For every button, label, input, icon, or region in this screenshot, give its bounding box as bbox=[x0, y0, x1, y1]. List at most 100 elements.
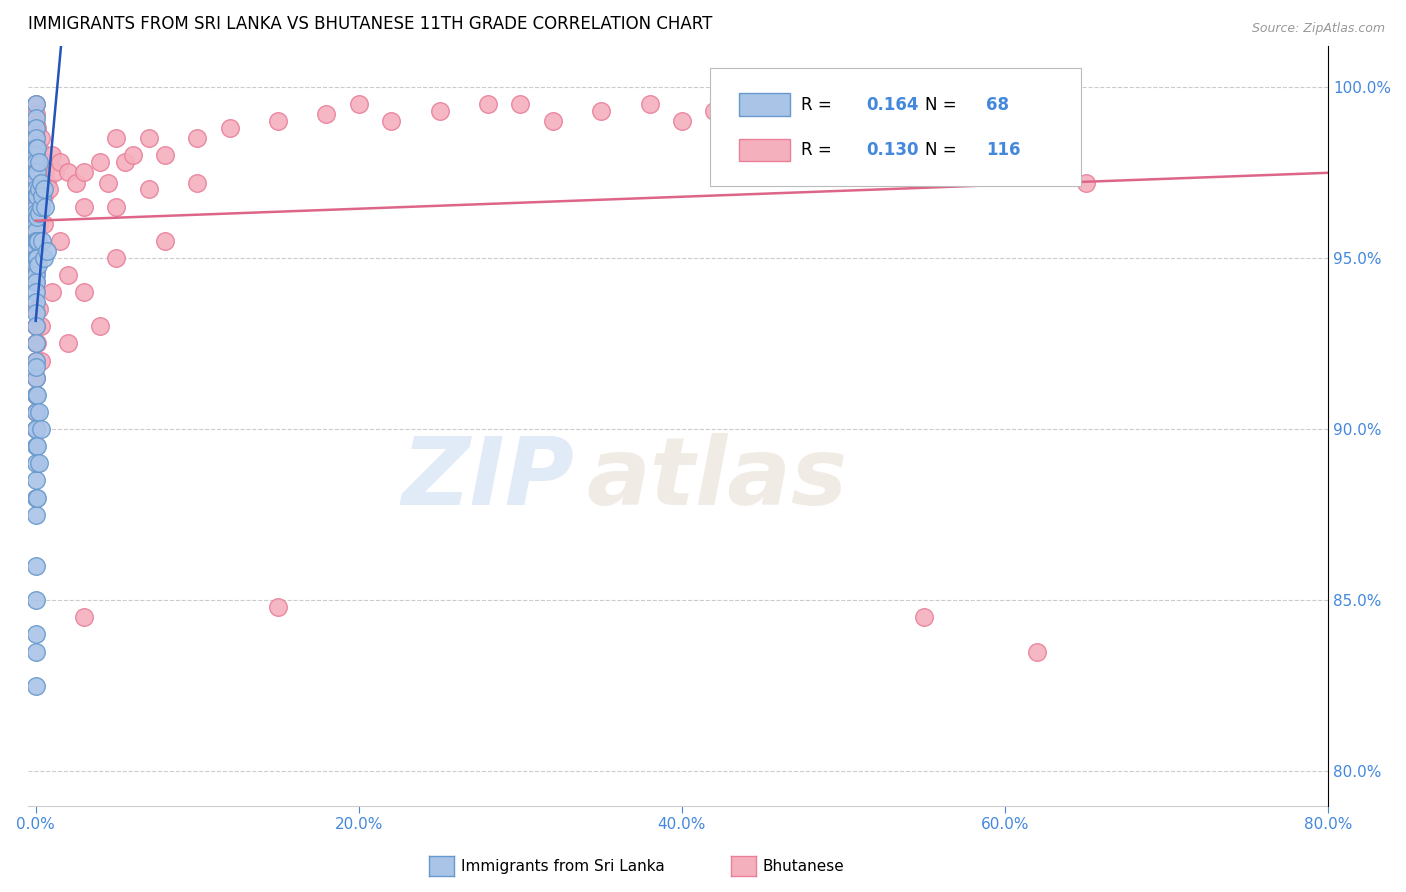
Point bbox=[28, 189, 51, 203]
Point bbox=[44, 165, 66, 179]
Point bbox=[24, 189, 46, 203]
Text: N =: N = bbox=[925, 95, 962, 114]
Point bbox=[89, 155, 111, 169]
Point bbox=[56, 268, 79, 282]
Point bbox=[24, 285, 46, 299]
Point bbox=[912, 114, 935, 128]
Point bbox=[28, 200, 51, 214]
Point bbox=[24, 148, 46, 162]
Point bbox=[24, 172, 46, 186]
Point bbox=[27, 152, 49, 166]
Point bbox=[994, 165, 1017, 179]
Point bbox=[24, 165, 46, 179]
Point bbox=[32, 189, 55, 203]
Point bbox=[24, 275, 46, 289]
Text: atlas: atlas bbox=[586, 433, 848, 524]
Point bbox=[35, 244, 58, 258]
Point bbox=[541, 114, 564, 128]
Point bbox=[638, 96, 661, 111]
Point bbox=[28, 165, 51, 179]
Point bbox=[34, 200, 56, 214]
Point bbox=[24, 137, 46, 152]
Point bbox=[800, 114, 823, 128]
Point bbox=[27, 251, 49, 265]
Point bbox=[24, 159, 46, 173]
Point bbox=[24, 111, 46, 125]
Point bbox=[138, 131, 160, 145]
Point bbox=[24, 258, 46, 272]
Point bbox=[24, 559, 46, 574]
Point bbox=[671, 114, 693, 128]
Point bbox=[30, 319, 52, 334]
Point bbox=[27, 141, 49, 155]
Point bbox=[30, 200, 52, 214]
Text: N =: N = bbox=[925, 141, 962, 159]
Point bbox=[24, 200, 46, 214]
Point bbox=[27, 202, 49, 217]
Point bbox=[509, 96, 531, 111]
Text: Source: ZipAtlas.com: Source: ZipAtlas.com bbox=[1251, 22, 1385, 36]
Point bbox=[24, 169, 46, 183]
Point bbox=[24, 128, 46, 142]
Point bbox=[73, 610, 96, 624]
Point bbox=[25, 422, 48, 436]
Point bbox=[751, 96, 773, 111]
Point bbox=[24, 230, 46, 244]
Point bbox=[56, 165, 79, 179]
Point bbox=[24, 405, 46, 419]
Point bbox=[27, 491, 49, 505]
Point bbox=[24, 107, 46, 121]
Point bbox=[27, 165, 49, 179]
Point bbox=[24, 388, 46, 402]
Text: 0.164: 0.164 bbox=[866, 95, 920, 114]
Point bbox=[24, 268, 46, 282]
Point bbox=[24, 96, 46, 111]
Point bbox=[24, 251, 46, 265]
Point bbox=[56, 336, 79, 351]
Point bbox=[73, 285, 96, 299]
Point bbox=[24, 319, 46, 334]
Point bbox=[24, 593, 46, 607]
Point bbox=[32, 217, 55, 231]
Point bbox=[24, 508, 46, 522]
Point bbox=[591, 103, 613, 118]
Point bbox=[24, 220, 46, 235]
Point bbox=[25, 264, 48, 278]
Point bbox=[24, 422, 46, 436]
Point bbox=[25, 200, 48, 214]
Point bbox=[24, 319, 46, 334]
Point bbox=[28, 217, 51, 231]
Point bbox=[24, 353, 46, 368]
Point bbox=[30, 176, 52, 190]
Point bbox=[24, 234, 46, 248]
Point bbox=[24, 336, 46, 351]
Point bbox=[27, 210, 49, 224]
Point bbox=[27, 227, 49, 241]
Point bbox=[121, 148, 143, 162]
Point bbox=[31, 189, 53, 203]
Point bbox=[24, 336, 46, 351]
Point bbox=[25, 491, 48, 505]
Point bbox=[24, 96, 46, 111]
Point bbox=[30, 353, 52, 368]
FancyBboxPatch shape bbox=[710, 69, 1081, 186]
Text: ZIP: ZIP bbox=[401, 433, 574, 524]
Point bbox=[49, 155, 72, 169]
Point bbox=[24, 679, 46, 693]
Point bbox=[25, 182, 48, 196]
Text: R =: R = bbox=[801, 141, 838, 159]
Point bbox=[28, 182, 51, 196]
Point bbox=[105, 200, 128, 214]
Point bbox=[315, 107, 337, 121]
Point bbox=[24, 179, 46, 194]
Point bbox=[24, 439, 46, 453]
FancyBboxPatch shape bbox=[740, 94, 790, 116]
Point bbox=[24, 241, 46, 255]
Text: 68: 68 bbox=[986, 95, 1010, 114]
Point bbox=[41, 285, 63, 299]
Point bbox=[114, 155, 136, 169]
Point bbox=[24, 234, 46, 248]
Point bbox=[105, 251, 128, 265]
Point bbox=[24, 120, 46, 135]
Point bbox=[24, 306, 46, 320]
